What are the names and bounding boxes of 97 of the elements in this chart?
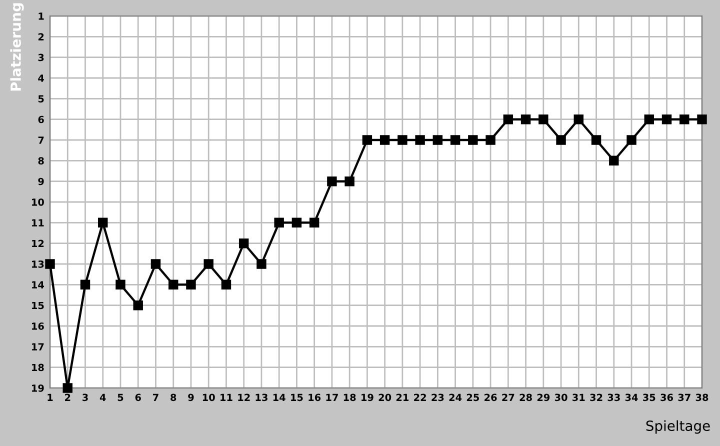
x-tick-label: 33 (608, 394, 620, 402)
y-tick-label: 9 (38, 178, 44, 186)
y-tick-label: 6 (38, 116, 44, 124)
point (292, 218, 302, 228)
x-tick-label: 22 (414, 394, 426, 401)
point (62, 383, 72, 393)
point (486, 135, 496, 145)
point (468, 135, 478, 145)
x-tick-label: 29 (537, 394, 550, 402)
point (520, 114, 531, 124)
y-tick-label: 13 (32, 260, 44, 268)
point (503, 114, 514, 124)
x-tick-label: 32 (590, 394, 602, 402)
x-tick-label: 24 (449, 394, 462, 401)
point (45, 259, 55, 269)
x-tick-label: 4 (100, 394, 106, 401)
x-axis-title: Spieltage (646, 420, 710, 434)
x-tick-label: 25 (466, 394, 480, 402)
point (204, 259, 214, 269)
point (344, 176, 354, 186)
x-tick-label: 2 (65, 394, 70, 401)
point (398, 135, 408, 145)
x-tick-label: 10 (202, 394, 215, 402)
y-tick-label: 5 (38, 95, 44, 102)
point (221, 280, 232, 290)
x-tick-label: 27 (502, 394, 514, 401)
y-tick-label: 15 (32, 302, 44, 310)
y-tick-label: 4 (38, 74, 44, 82)
x-tick-label: 37 (678, 394, 690, 402)
point (662, 114, 672, 124)
point (697, 114, 707, 124)
point (150, 259, 161, 269)
point (168, 280, 178, 290)
point (680, 114, 690, 124)
point (380, 135, 390, 145)
point (116, 280, 126, 290)
point (644, 114, 654, 124)
point (609, 156, 619, 166)
y-tick-label: 16 (32, 322, 44, 330)
y-tick-label: 12 (32, 240, 44, 248)
point (186, 280, 196, 290)
x-tick-label: 38 (696, 394, 708, 402)
point (133, 300, 143, 310)
x-tick-label: 16 (308, 394, 321, 402)
x-tick-label: 15 (291, 394, 303, 402)
x-tick-label: 28 (520, 394, 532, 402)
x-tick-label: 18 (344, 394, 356, 402)
x-tick-label: 5 (118, 394, 124, 402)
point (256, 259, 266, 269)
y-tick-label: 17 (32, 343, 44, 350)
x-tick-label: 26 (484, 394, 497, 402)
point (626, 135, 636, 145)
y-axis-title: Platzierung (10, 3, 24, 91)
x-tick-label: 35 (643, 394, 656, 402)
x-tick-label: 20 (378, 394, 392, 402)
y-tick-label: 10 (32, 198, 44, 206)
point (538, 114, 548, 124)
x-tick-label: 3 (82, 394, 88, 402)
point (574, 114, 584, 124)
y-tick-label: 8 (38, 157, 44, 164)
x-tick-label: 8 (170, 394, 176, 402)
y-tick-label: 19 (32, 384, 44, 392)
point (362, 135, 372, 145)
x-tick-label: 1 (48, 394, 53, 401)
point (450, 135, 460, 145)
x-tick-label: 17 (326, 394, 338, 401)
y-tick-label: 1 (38, 12, 44, 20)
point (556, 135, 566, 145)
x-tick-label: 19 (362, 394, 374, 402)
point (274, 218, 284, 228)
point (238, 238, 249, 248)
x-tick-label: 21 (396, 394, 409, 401)
y-tick-label: 11 (32, 219, 44, 226)
y-tick-label: 18 (32, 364, 44, 372)
x-tick-label: 30 (554, 394, 568, 402)
point (327, 176, 337, 186)
point (432, 135, 443, 145)
y-tick-label: 7 (38, 136, 44, 144)
x-tick-label: 12 (238, 394, 250, 401)
point (98, 218, 108, 228)
x-tick-label: 14 (273, 394, 286, 401)
x-tick-label: 23 (432, 394, 444, 402)
x-tick-label: 36 (660, 394, 673, 402)
x-tick-label: 31 (572, 394, 585, 402)
point (309, 218, 320, 228)
x-tick-label: 9 (188, 394, 194, 402)
point (415, 135, 425, 145)
point (80, 280, 90, 290)
y-tick-label: 3 (38, 54, 44, 62)
x-tick-label: 34 (625, 394, 638, 402)
y-tick-label: 2 (38, 33, 44, 40)
y-tick-label: 14 (32, 281, 44, 288)
point (591, 135, 602, 145)
x-tick-label: 13 (256, 394, 268, 402)
x-tick-label: 6 (135, 394, 141, 402)
x-tick-label: 11 (220, 394, 232, 401)
x-tick-label: 7 (153, 394, 158, 401)
